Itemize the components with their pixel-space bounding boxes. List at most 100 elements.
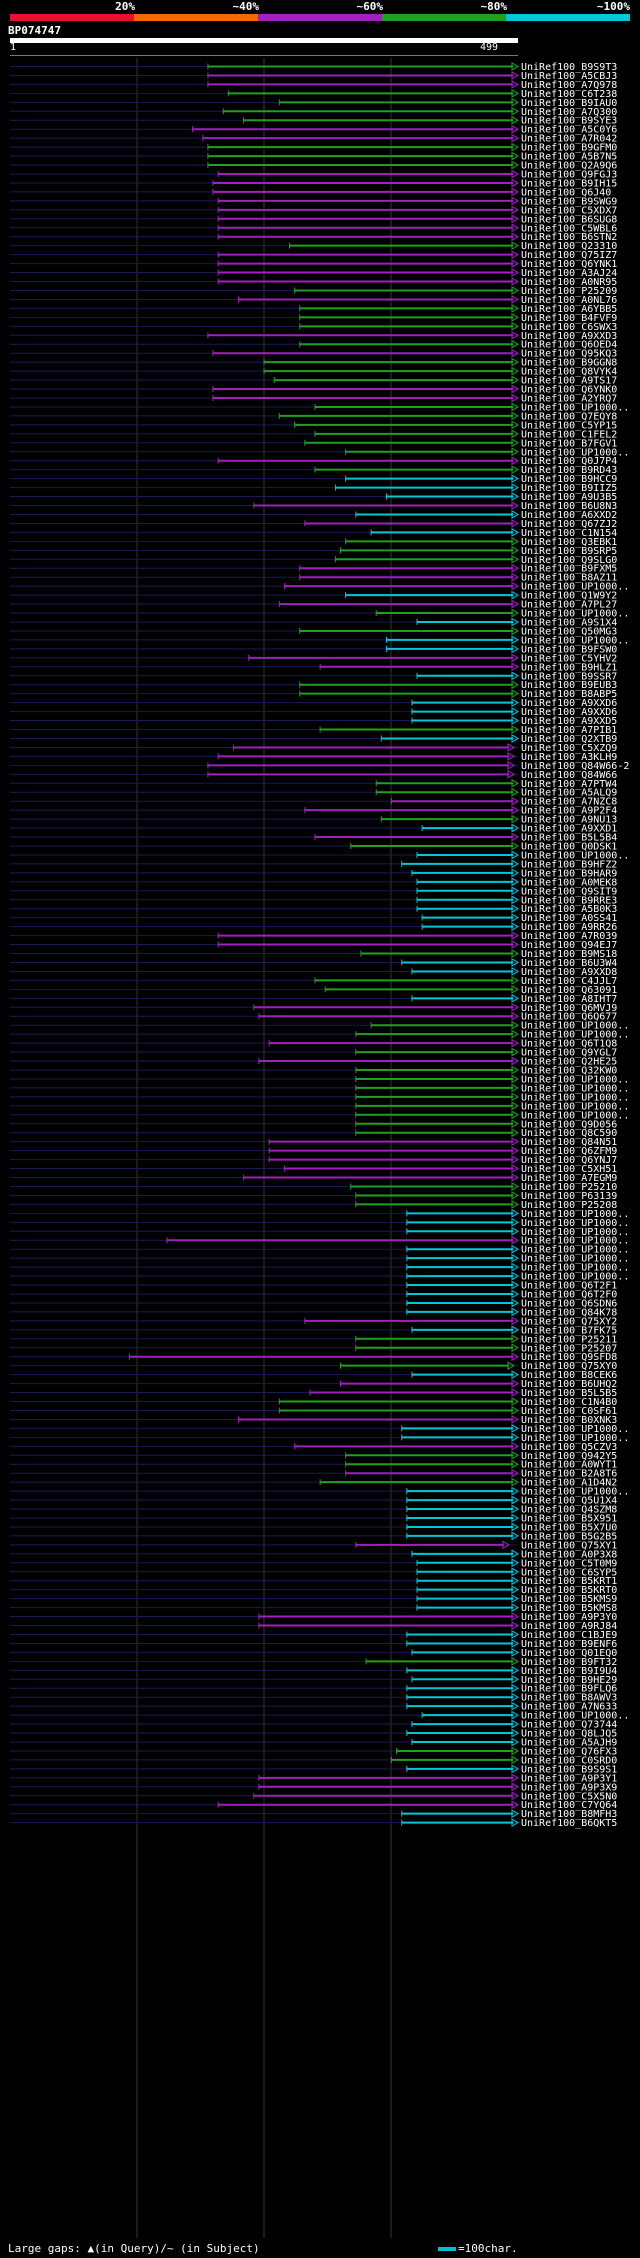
hit-label[interactable]: UniRef100_A9S1X4 xyxy=(521,618,617,629)
hit-label[interactable]: UniRef100_Q94EJ7 xyxy=(521,940,617,951)
hit-label[interactable]: UniRef100_A0WYT1 xyxy=(521,1460,617,1471)
hit-label[interactable]: UniRef100_C5WBL6 xyxy=(521,223,617,234)
hit-label[interactable]: UniRef100_B9SWG9 xyxy=(521,196,617,207)
hit-label[interactable]: UniRef100_A9P3Y1 xyxy=(521,1773,617,1784)
hit-label[interactable]: UniRef100_B9MS18 xyxy=(521,949,617,960)
hit-label[interactable]: UniRef100_B6U8N3 xyxy=(521,501,617,512)
hit-label[interactable]: UniRef100_Q23310 xyxy=(521,241,617,252)
hit-label[interactable]: UniRef100_A7R039 xyxy=(521,931,617,942)
hit-label[interactable]: UniRef100_B2A8T6 xyxy=(521,1469,617,1480)
hit-label[interactable]: UniRef100_UP1000.. xyxy=(521,850,629,861)
hit-label[interactable]: UniRef100_A9XXD1 xyxy=(521,824,617,835)
hit-label[interactable]: UniRef100_C1N4B0 xyxy=(521,1397,617,1408)
hit-label[interactable]: UniRef100_Q942Y5 xyxy=(521,1451,617,1462)
hit-label[interactable]: UniRef100_Q84K78 xyxy=(521,1307,617,1318)
hit-label[interactable]: UniRef100_A5AJH9 xyxy=(521,1738,617,1749)
hit-label[interactable]: UniRef100_C6SWX3 xyxy=(521,322,617,333)
hit-label[interactable]: UniRef100_Q6YNK1 xyxy=(521,259,617,270)
hit-label[interactable]: UniRef100_B9GFM0 xyxy=(521,143,617,154)
hit-label[interactable]: UniRef100_UP1000.. xyxy=(521,609,629,620)
hit-label[interactable]: UniRef100_A9P3Y0 xyxy=(521,1612,617,1623)
hit-label[interactable]: UniRef100_Q9SFD8 xyxy=(521,1352,617,1363)
hit-label[interactable]: UniRef100_C6T238 xyxy=(521,89,617,100)
hit-label[interactable]: UniRef100_A7EGM9 xyxy=(521,1173,617,1184)
hit-label[interactable]: UniRef100_B8AZ11 xyxy=(521,573,617,584)
hit-label[interactable]: UniRef100_B9HAR9 xyxy=(521,868,617,879)
hit-label[interactable]: UniRef100_B5KRT1 xyxy=(521,1576,617,1587)
hit-label[interactable]: UniRef100_UP1000.. xyxy=(521,1021,629,1032)
hit-label[interactable]: UniRef100_B7FK75 xyxy=(521,1325,617,1336)
hit-label[interactable]: UniRef100_A7Q978 xyxy=(521,80,617,91)
hit-label[interactable]: UniRef100_Q0DSK1 xyxy=(521,842,617,853)
hit-label[interactable]: UniRef100_UP1000.. xyxy=(521,447,629,458)
hit-label[interactable]: UniRef100_A0NR95 xyxy=(521,277,617,288)
hit-label[interactable]: UniRef100_Q75IZ7 xyxy=(521,250,617,261)
hit-label[interactable]: UniRef100_UP1000.. xyxy=(521,1218,629,1229)
hit-label[interactable]: UniRef100_A0NL76 xyxy=(521,295,617,306)
hit-label[interactable]: UniRef100_A9XXD6 xyxy=(521,707,617,718)
hit-label[interactable]: UniRef100_B0XNK3 xyxy=(521,1415,617,1426)
hit-label[interactable]: UniRef100_Q0J7P4 xyxy=(521,456,617,467)
hit-label[interactable]: UniRef100_B6U3W4 xyxy=(521,958,617,969)
hit-label[interactable]: UniRef100_B9HCC9 xyxy=(521,474,617,485)
hit-label[interactable]: UniRef100_B8ABP5 xyxy=(521,689,617,700)
hit-label[interactable]: UniRef100_Q9D056 xyxy=(521,1119,617,1130)
hit-label[interactable]: UniRef100_B5X951 xyxy=(521,1514,617,1525)
hit-label[interactable]: UniRef100_Q75XY0 xyxy=(521,1361,617,1372)
hit-label[interactable]: UniRef100_A0SS41 xyxy=(521,913,617,924)
hit-label[interactable]: UniRef100_Q75XY2 xyxy=(521,1316,617,1327)
hit-label[interactable]: UniRef100_C5XH51 xyxy=(521,1164,617,1175)
hit-label[interactable]: UniRef100_UP1000.. xyxy=(521,1433,629,1444)
hit-label[interactable]: UniRef100_A7N633 xyxy=(521,1702,617,1713)
hit-label[interactable]: UniRef100_C5YHV2 xyxy=(521,653,617,664)
hit-label[interactable]: UniRef100_B9IAU0 xyxy=(521,98,617,109)
hit-label[interactable]: UniRef100_A6YBB5 xyxy=(521,304,617,315)
hit-label[interactable]: UniRef100_Q32KW0 xyxy=(521,1066,617,1077)
hit-label[interactable]: UniRef100_B9HFZ2 xyxy=(521,859,617,870)
hit-label[interactable]: UniRef100_A5B0K3 xyxy=(521,904,617,915)
hit-label[interactable]: UniRef100_B5KMS8 xyxy=(521,1603,617,1614)
hit-label[interactable]: UniRef100_UP1000.. xyxy=(521,1424,629,1435)
hit-label[interactable]: UniRef100_Q6J40 xyxy=(521,187,611,198)
hit-label[interactable]: UniRef100_B9FSW0 xyxy=(521,644,617,655)
hit-label[interactable]: UniRef100_Q9SLG0 xyxy=(521,555,617,566)
hit-label[interactable]: UniRef100_A0MEK8 xyxy=(521,877,617,888)
hit-label[interactable]: UniRef100_B9SYE3 xyxy=(521,116,617,127)
hit-label[interactable]: UniRef100_A1D4N2 xyxy=(521,1478,617,1489)
hit-label[interactable]: UniRef100_Q01EQ0 xyxy=(521,1648,617,1659)
hit-label[interactable]: UniRef100_A9P2F4 xyxy=(521,806,617,817)
hit-label[interactable]: UniRef100_P25209 xyxy=(521,286,617,297)
hit-label[interactable]: UniRef100_A7PIB1 xyxy=(521,725,617,736)
hit-label[interactable]: UniRef100_B9S9S1 xyxy=(521,1764,617,1775)
hit-label[interactable]: UniRef100_Q8LJQ5 xyxy=(521,1729,617,1740)
hit-label[interactable]: UniRef100_A9TS17 xyxy=(521,376,617,387)
hit-label[interactable]: UniRef100_B6QKT5 xyxy=(521,1818,617,1829)
hit-label[interactable]: UniRef100_A9XXD3 xyxy=(521,331,617,342)
hit-label[interactable]: UniRef100_Q7EQY8 xyxy=(521,411,617,422)
hit-label[interactable]: UniRef100_Q9YGL7 xyxy=(521,1048,617,1059)
hit-label[interactable]: UniRef100_Q5CZV3 xyxy=(521,1442,617,1453)
hit-label[interactable]: UniRef100_Q6MVJ9 xyxy=(521,1003,617,1014)
hit-label[interactable]: UniRef100_B6STN2 xyxy=(521,232,617,243)
hit-label[interactable]: UniRef100_B4FVF9 xyxy=(521,313,617,324)
hit-label[interactable]: UniRef100_B9HLZ1 xyxy=(521,662,617,673)
hit-label[interactable]: UniRef100_Q4SZM8 xyxy=(521,1505,617,1516)
hit-label[interactable]: UniRef100_Q6T2F1 xyxy=(521,1281,617,1292)
hit-label[interactable]: UniRef100_A9XXD8 xyxy=(521,967,617,978)
hit-label[interactable]: UniRef100_P25210 xyxy=(521,1182,617,1193)
hit-label[interactable]: UniRef100_C4JJL7 xyxy=(521,976,617,987)
hit-label[interactable]: UniRef100_B6SUG8 xyxy=(521,214,617,225)
hit-label[interactable]: UniRef100_B9EUB3 xyxy=(521,680,617,691)
hit-label[interactable]: UniRef100_B9SSR7 xyxy=(521,671,617,682)
hit-label[interactable]: UniRef100_A9RR26 xyxy=(521,922,617,933)
hit-label[interactable]: UniRef100_A7PL27 xyxy=(521,600,617,611)
hit-label[interactable]: UniRef100_P25208 xyxy=(521,1200,617,1211)
hit-label[interactable]: UniRef100_UP1000.. xyxy=(521,582,629,593)
hit-label[interactable]: UniRef100_C7YQ64 xyxy=(521,1800,617,1811)
hit-label[interactable]: UniRef100_A5CBJ3 xyxy=(521,71,617,82)
hit-label[interactable]: UniRef100_P25211 xyxy=(521,1334,617,1345)
hit-label[interactable]: UniRef100_B9S9T3 xyxy=(521,62,617,73)
hit-label[interactable]: UniRef100_UP1000.. xyxy=(521,1487,629,1498)
hit-label[interactable]: UniRef100_UP1000.. xyxy=(521,1236,629,1247)
hit-label[interactable]: UniRef100_B5KMS9 xyxy=(521,1594,617,1605)
